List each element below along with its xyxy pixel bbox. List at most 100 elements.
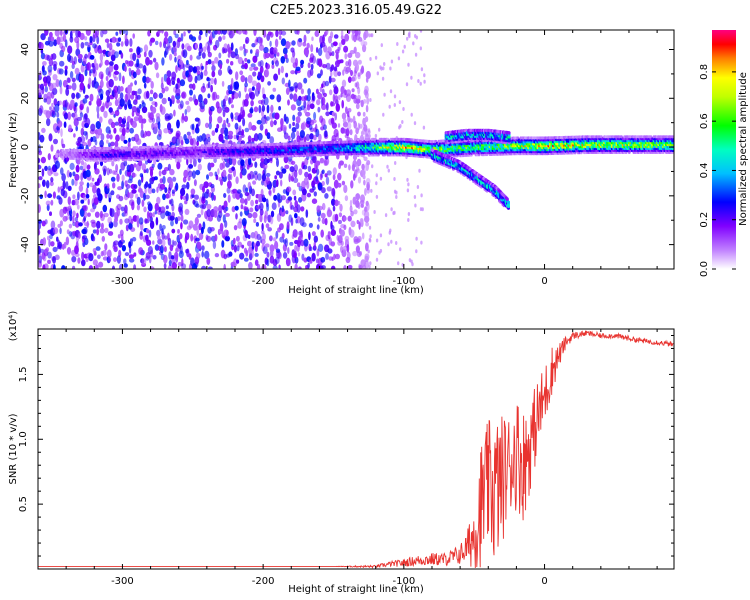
heatmap-cell (390, 239, 393, 244)
heatmap-cell (172, 176, 177, 182)
heatmap-cell (45, 180, 50, 189)
heatmap-cell (363, 179, 366, 186)
heatmap-cell (189, 89, 193, 96)
heatmap-cell (73, 198, 80, 206)
heatmap-cell (132, 173, 137, 178)
heatmap-cell (108, 257, 112, 262)
heatmap-cell (146, 228, 150, 234)
heatmap-cell (233, 134, 237, 140)
heatmap-cell (293, 195, 297, 201)
heatmap-cell (159, 183, 166, 190)
heatmap-cell (406, 177, 409, 182)
heatmap-cell (103, 212, 109, 218)
heatmap-cell (53, 39, 58, 47)
heatmap-cell (81, 142, 88, 146)
heatmap-cell (165, 205, 169, 210)
heatmap-cell (272, 265, 278, 269)
heatmap-cell (296, 182, 301, 188)
heatmap-cell (49, 181, 54, 187)
heatmap-cell (350, 69, 353, 77)
heatmap-cell (173, 30, 177, 36)
heatmap-cell (235, 213, 238, 220)
heatmap-cell (383, 62, 386, 66)
heatmap-cell (324, 130, 328, 138)
heatmap-cell (39, 105, 44, 114)
heatmap-cell (258, 105, 262, 114)
heatmap-cell (133, 116, 139, 122)
heatmap-cell (69, 71, 74, 79)
heatmap-cell (350, 180, 354, 189)
heatmap-cell (188, 253, 192, 260)
heatmap-cell (81, 235, 88, 240)
heatmap-cell (307, 173, 312, 181)
heatmap-cell (194, 194, 199, 200)
heatmap-cell (303, 47, 309, 57)
heatmap-cell (141, 163, 147, 171)
heatmap-cell (326, 170, 332, 176)
heatmap-cell (174, 56, 177, 63)
heatmap-cell (423, 73, 426, 78)
heatmap-cell (50, 144, 54, 152)
heatmap-cell (333, 69, 339, 77)
heatmap-cell (269, 31, 274, 38)
heatmap-cell (118, 72, 122, 82)
heatmap-cell (353, 46, 357, 54)
heatmap-cell (47, 64, 53, 73)
heatmap-cell (107, 216, 112, 224)
heatmap-cell (368, 264, 371, 269)
heatmap-cell (245, 36, 250, 44)
heatmap-cell (227, 122, 231, 128)
heatmap-cell (339, 160, 344, 166)
heatmap-cell (399, 124, 402, 128)
heatmap-cell (316, 168, 320, 176)
heatmap-cell (281, 232, 285, 239)
heatmap-cell (96, 112, 100, 119)
heatmap-cell (53, 138, 58, 145)
heatmap-cell (338, 219, 342, 225)
heatmap-cell (141, 106, 148, 114)
heatmap-cell (353, 94, 357, 99)
heatmap-cell (337, 200, 341, 206)
heatmap-cell (58, 197, 63, 205)
heatmap-cell (287, 99, 290, 106)
heatmap-cell (277, 67, 281, 76)
heatmap-cell (201, 203, 207, 210)
heatmap-cell (110, 141, 115, 147)
heatmap-cell (99, 116, 103, 123)
heatmap-cell (50, 199, 54, 206)
heatmap-cell (206, 235, 212, 242)
heatmap-cell (343, 216, 347, 222)
heatmap-cell (100, 60, 103, 67)
heatmap-cell (153, 159, 157, 165)
heatmap-cell (315, 88, 319, 95)
heatmap-cell (264, 52, 270, 59)
heatmap-cell (270, 104, 274, 113)
heatmap-cell (259, 123, 264, 131)
heatmap-cell (114, 51, 119, 59)
heatmap-cell (96, 105, 100, 114)
heatmap-cell (249, 106, 254, 114)
heatmap-cell (72, 194, 76, 199)
heatmap-cell (130, 82, 133, 87)
heatmap-cell (48, 238, 51, 248)
heatmap-cell (182, 176, 187, 183)
heatmap-cell (59, 220, 64, 227)
heatmap-cell (262, 246, 268, 255)
heatmap-cell (410, 112, 413, 117)
heatmap-cell (329, 89, 333, 96)
heatmap-cell (175, 65, 178, 73)
heatmap-cell (188, 220, 194, 229)
heatmap-cell (311, 95, 316, 102)
heatmap-cell (170, 220, 174, 227)
heatmap-cell (203, 181, 209, 189)
heatmap-cell (57, 186, 61, 193)
heatmap-cell (160, 245, 164, 254)
heatmap-cell (183, 31, 186, 37)
heatmap-cell (297, 82, 303, 90)
heatmap-cell (332, 93, 336, 103)
heatmap-cell (171, 239, 175, 248)
heatmap-cell (39, 83, 45, 91)
heatmap-cell (241, 168, 247, 176)
heatmap-cell (186, 181, 190, 190)
heatmap-cell (244, 49, 249, 54)
